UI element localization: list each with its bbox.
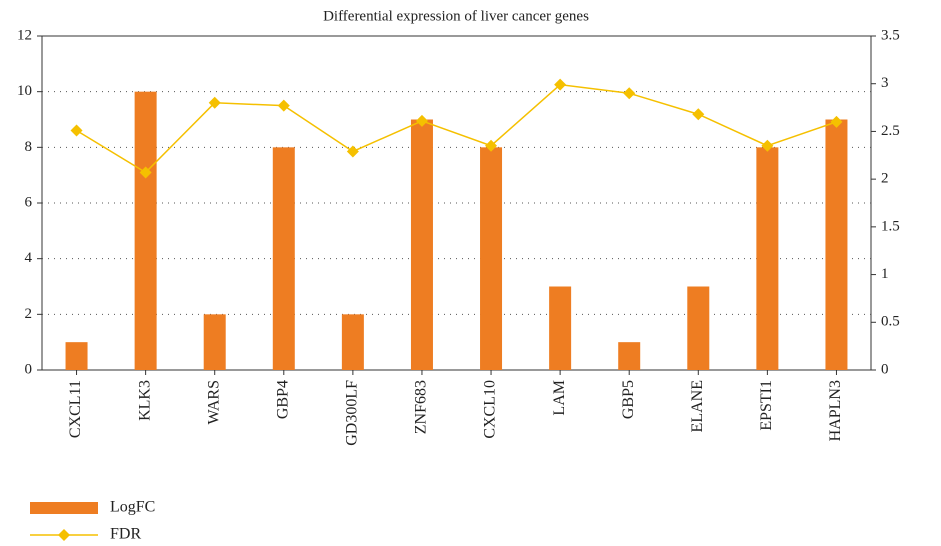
y-tick-label: 2 <box>25 306 33 322</box>
y-tick-label: 12 <box>17 27 32 43</box>
x-tick-label: EPSTI1 <box>758 380 775 431</box>
y-tick-label: 4 <box>25 250 33 266</box>
y2-tick-label: 1 <box>881 266 889 282</box>
line-marker <box>554 78 567 91</box>
legend-marker <box>58 529 70 541</box>
legend-swatch <box>30 502 98 514</box>
line-marker <box>692 108 705 121</box>
y2-tick-label: 2 <box>881 171 889 187</box>
bar <box>687 286 710 370</box>
line-marker <box>208 96 221 109</box>
bar <box>134 91 157 371</box>
y-tick-label: 10 <box>17 83 32 99</box>
line <box>76 83 837 174</box>
line-marker <box>70 124 83 137</box>
x-tick-label: GD300LF <box>344 380 361 446</box>
bar <box>410 119 433 370</box>
line-marker <box>623 87 636 100</box>
x-tick-label: ELANE <box>689 380 706 432</box>
legend-label: FDR <box>110 526 141 543</box>
line-marker <box>485 139 498 152</box>
bar <box>825 119 848 370</box>
y2-tick-label: 3 <box>881 75 889 91</box>
line-marker <box>761 139 774 152</box>
x-tick-label: ZNF683 <box>413 380 430 434</box>
x-tick-label: CXCL10 <box>482 380 499 439</box>
y2-tick-label: 2.5 <box>881 123 900 139</box>
y-tick-label: 0 <box>25 361 33 377</box>
chart-title: Differential expression of liver cancer … <box>323 8 589 24</box>
x-tick-label: WARS <box>205 380 222 424</box>
y2-tick-label: 0 <box>881 361 889 377</box>
y-tick-label: 6 <box>25 194 33 210</box>
x-tick-label: GBP5 <box>620 380 637 419</box>
y-tick-label: 8 <box>25 139 33 155</box>
legend-label: LogFC <box>110 499 155 516</box>
bar <box>65 342 88 370</box>
x-tick-label: GBP4 <box>274 380 291 419</box>
bar <box>341 314 364 370</box>
bar <box>203 314 226 370</box>
y2-tick-label: 1.5 <box>881 218 900 234</box>
line-marker <box>277 99 290 112</box>
line-marker <box>830 115 843 128</box>
bar <box>480 147 503 370</box>
line-marker <box>346 145 359 158</box>
bar <box>756 147 779 370</box>
bar <box>618 342 641 370</box>
y2-tick-label: 0.5 <box>881 314 900 330</box>
x-tick-label: KLK3 <box>136 380 153 421</box>
bar <box>272 147 295 370</box>
bar <box>549 286 572 370</box>
line-marker <box>415 114 428 127</box>
line-marker <box>139 166 152 179</box>
x-tick-label: HAPLN3 <box>827 380 844 441</box>
x-tick-label: LAM <box>551 380 568 416</box>
x-tick-label: CXCL11 <box>67 380 84 438</box>
y2-tick-label: 3.5 <box>881 27 900 43</box>
